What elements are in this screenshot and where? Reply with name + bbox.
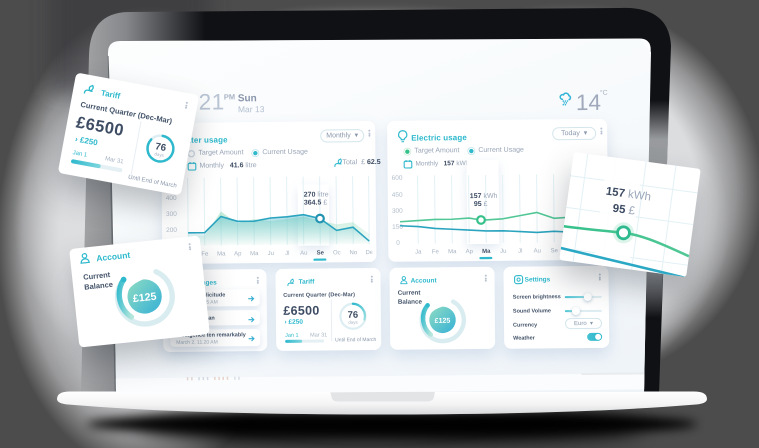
svg-text:Ap: Ap [466,249,474,255]
svg-text:600: 600 [392,175,403,182]
svg-text:Fe: Fe [201,252,209,258]
svg-text:Fe: Fe [432,249,440,255]
svg-text:Ma: Ma [482,249,491,255]
svg-text:£125: £125 [435,318,451,325]
svg-text:450: 450 [392,192,403,199]
svg-text:Ap: Ap [234,251,242,257]
svg-text:days: days [154,151,165,158]
svg-text:Se: Se [317,250,325,256]
svg-text:Se: Se [551,248,559,254]
svg-text:76: 76 [347,310,358,321]
svg-text:Ma: Ma [250,251,259,257]
svg-text:Au: Au [534,248,541,254]
svg-text:£125: £125 [132,290,157,304]
svg-text:Au: Au [300,251,307,257]
svg-text:days: days [348,320,358,325]
svg-text:400: 400 [166,195,177,202]
svg-text:Jl: Jl [518,249,522,255]
svg-text:Ju: Ju [268,251,274,257]
svg-text:De: De [365,250,372,256]
svg-text:Ma: Ma [448,249,457,255]
svg-text:Ja: Ja [415,250,422,256]
svg-text:Oc: Oc [333,250,341,256]
svg-text:76: 76 [154,141,167,154]
svg-text:300: 300 [392,208,403,215]
svg-text:Ma: Ma [217,251,226,257]
svg-text:Jl: Jl [285,251,289,257]
svg-text:0: 0 [396,240,400,247]
svg-text:300: 300 [166,211,177,218]
svg-text:Ju: Ju [500,249,506,255]
svg-text:150: 150 [392,224,403,231]
svg-text:200: 200 [166,227,177,234]
svg-text:No: No [349,250,357,256]
